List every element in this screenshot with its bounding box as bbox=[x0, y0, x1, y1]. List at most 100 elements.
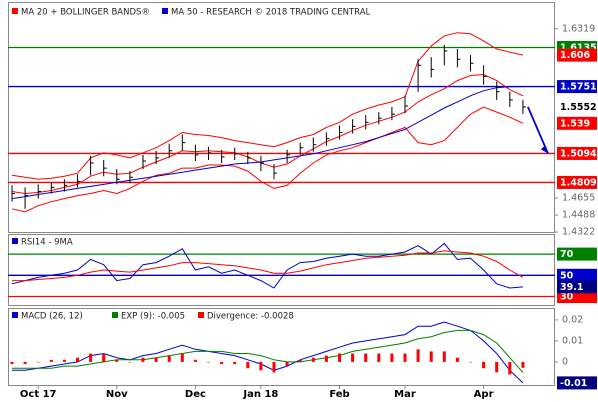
value-tag-box bbox=[557, 268, 597, 282]
moving-average bbox=[11, 73, 524, 195]
histogram-bar bbox=[469, 361, 472, 363]
legend-swatch bbox=[162, 8, 168, 14]
y-tick-label: 1.4322 bbox=[562, 227, 595, 238]
histogram-bar bbox=[377, 353, 381, 362]
indicator-line bbox=[12, 250, 524, 282]
value-tag: 1.539 bbox=[560, 118, 590, 129]
ohlc-bar bbox=[339, 125, 343, 140]
macd-panel bbox=[8, 308, 555, 386]
histogram-bar bbox=[23, 361, 27, 365]
ohlc-bar bbox=[221, 149, 225, 163]
y-tick-label: 1.4655 bbox=[562, 193, 595, 204]
histogram-bar bbox=[521, 361, 525, 368]
ohlc-bar bbox=[365, 115, 369, 130]
y-tick-label: 1.6319 bbox=[562, 23, 595, 34]
histogram-bar bbox=[10, 361, 14, 365]
legend-label: MA 20 + BOLLINGER BANDS® bbox=[21, 8, 150, 18]
histogram-bar bbox=[141, 357, 145, 362]
value-tag: 70 bbox=[560, 249, 574, 260]
histogram-bar bbox=[62, 359, 66, 362]
ohlc-bar bbox=[325, 132, 330, 146]
ohlc-bar bbox=[417, 59, 422, 92]
histogram-bar bbox=[193, 359, 197, 362]
legend-label: EXP (9): -0.005 bbox=[121, 312, 185, 322]
histogram-bar bbox=[508, 361, 512, 375]
y-tick-label: 1.4488 bbox=[562, 210, 595, 221]
ohlc-bar bbox=[116, 169, 120, 185]
value-tag-box bbox=[557, 80, 597, 94]
histogram-bar bbox=[49, 359, 53, 362]
value-tag-box bbox=[557, 146, 597, 160]
ohlc-bar bbox=[260, 155, 264, 172]
ohlc-bar bbox=[103, 159, 107, 177]
projection-arrow bbox=[527, 106, 549, 154]
histogram-bar bbox=[167, 355, 171, 362]
ohlc-bar bbox=[234, 147, 238, 160]
legend-swatch bbox=[198, 312, 204, 318]
ohlc-bar bbox=[11, 185, 15, 202]
x-tick-label: Feb bbox=[329, 389, 349, 400]
x-tick-label: Mar bbox=[394, 389, 416, 400]
x-tick-label: Nov bbox=[106, 389, 128, 400]
histogram-bar bbox=[220, 361, 224, 365]
ohlc-bar bbox=[299, 142, 304, 155]
panel-title: RSI14 - 9MA bbox=[21, 238, 73, 248]
title-swatch bbox=[12, 238, 18, 244]
ohlc-bar bbox=[155, 150, 160, 165]
value-tag: 50 bbox=[560, 270, 574, 281]
price-panel bbox=[8, 2, 555, 233]
histogram-bar bbox=[403, 353, 407, 362]
histogram-bar bbox=[180, 353, 184, 362]
ohlc-bar bbox=[470, 55, 474, 72]
ohlc-bar bbox=[77, 174, 81, 188]
value-tag: 1.5094 bbox=[560, 148, 597, 159]
ohlc-bar bbox=[247, 151, 251, 165]
projection-arrowhead bbox=[541, 146, 548, 154]
histogram-bar bbox=[246, 361, 250, 369]
x-tick-label: Oct 17 bbox=[20, 389, 57, 400]
histogram-bar bbox=[207, 361, 210, 363]
value-tag-box bbox=[557, 48, 597, 62]
x-tick-label: Dec bbox=[185, 389, 206, 400]
histogram-bar bbox=[416, 349, 420, 362]
ohlc-bar bbox=[312, 137, 317, 152]
value-tag-box bbox=[557, 247, 597, 261]
ohlc-bar bbox=[63, 179, 68, 192]
indicator-line bbox=[11, 242, 523, 289]
moving-average bbox=[11, 86, 523, 200]
value-tag: -0.01 bbox=[560, 378, 587, 389]
ohlc-bar bbox=[496, 81, 500, 100]
y-tick-label: 0.02 bbox=[562, 314, 583, 325]
ohlc-bar bbox=[522, 99, 526, 115]
indicator-line bbox=[12, 329, 524, 373]
ohlc-bar bbox=[273, 164, 277, 180]
histogram-bar bbox=[89, 353, 93, 362]
bollinger-upper bbox=[11, 32, 524, 180]
histogram-bar bbox=[324, 355, 328, 362]
value-tag: 1.5751 bbox=[560, 82, 597, 93]
ohlc-bar bbox=[391, 107, 395, 121]
histogram-bar bbox=[495, 361, 499, 373]
histogram-bar bbox=[390, 353, 394, 362]
ohlc-bar bbox=[142, 154, 146, 170]
value-tag-box bbox=[557, 280, 597, 294]
ohlc-bar bbox=[509, 91, 513, 108]
histogram-bar bbox=[364, 353, 368, 362]
histogram-bar bbox=[128, 361, 132, 363]
histogram-bar bbox=[311, 357, 315, 362]
legend-label: MA 50 - RESEARCH © 2018 TRADING CENTRAL bbox=[171, 8, 371, 18]
legend-label: MACD (26, 12) bbox=[21, 312, 83, 322]
x-tick-label: Jan 18 bbox=[242, 389, 278, 400]
ohlc-bar bbox=[129, 171, 133, 184]
histogram-bar bbox=[272, 361, 276, 373]
histogram-bar bbox=[338, 353, 341, 362]
ohlc-bar bbox=[168, 143, 173, 158]
histogram-bar bbox=[429, 351, 433, 362]
value-tag-box bbox=[557, 100, 597, 114]
value-tag-box bbox=[557, 376, 597, 390]
histogram-bar bbox=[76, 357, 79, 362]
indicator-line bbox=[12, 321, 524, 384]
ohlc-bar bbox=[456, 49, 461, 68]
